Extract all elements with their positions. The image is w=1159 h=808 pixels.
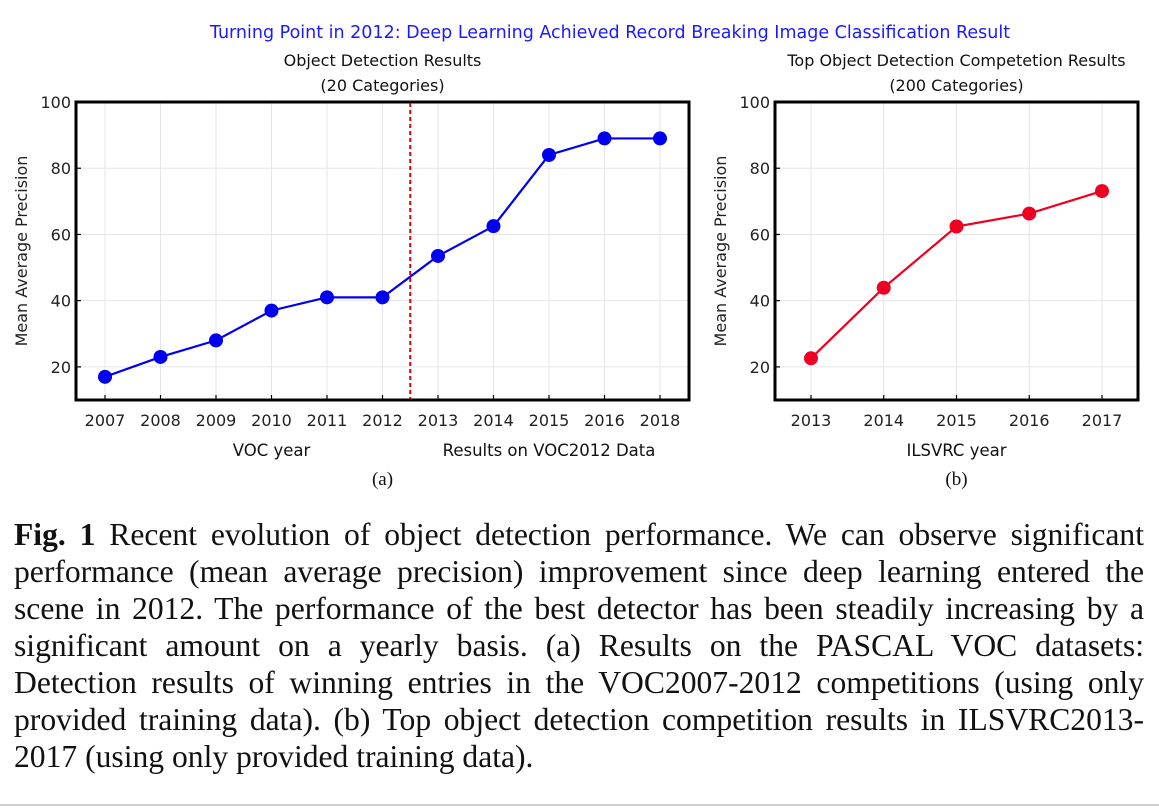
y-tick-label: 100 (40, 93, 71, 112)
caption-text: Recent evolution of object detection per… (14, 517, 1144, 774)
y-axis-label: Mean Average Precision (711, 156, 730, 347)
data-point (153, 349, 168, 364)
x-tick-label: 2016 (1009, 411, 1050, 430)
data-point (597, 131, 612, 146)
x-tick-label: 2009 (196, 411, 237, 430)
x-tick-label: 2015 (529, 411, 570, 430)
x-tick-label: 2013 (791, 411, 832, 430)
y-axis-label: Mean Average Precision (12, 156, 31, 347)
data-point (98, 369, 112, 384)
y-tick-label: 60 (51, 225, 71, 244)
y-tick-label: 80 (51, 159, 71, 178)
data-point (431, 248, 445, 263)
chart-subtitle: (200 Categories) (889, 76, 1023, 95)
y-tick-label: 100 (739, 93, 770, 112)
data-point (876, 280, 891, 295)
chart-b: Top Object Detection Competetion Results… (711, 51, 1140, 490)
chart-title: Object Detection Results (284, 51, 482, 70)
y-tick-label: 40 (51, 292, 71, 311)
x-tick-label: 2017 (1082, 411, 1123, 430)
data-point (804, 351, 818, 366)
x-tick-label: 2014 (473, 411, 514, 430)
data-point (375, 290, 390, 305)
data-point (949, 219, 964, 234)
bottom-divider (0, 804, 1159, 806)
panel-label: (a) (372, 469, 393, 490)
data-point (542, 147, 556, 162)
data-point (264, 303, 279, 318)
x-tick-label: 2008 (140, 411, 181, 430)
x-tick-label: 2011 (307, 411, 348, 430)
x-tick-label: 2007 (85, 411, 126, 430)
panel-label: (b) (945, 469, 967, 490)
y-tick-label: 20 (51, 358, 71, 377)
x-tick-label: 2016 (584, 411, 625, 430)
x-axis-label: VOC year (233, 441, 311, 460)
chart-a: Object Detection Results (20 Categories) 2… (12, 51, 691, 490)
x-tick-label: 2012 (362, 411, 403, 430)
chart-subtitle: (20 Categories) (320, 76, 444, 95)
data-point (1095, 184, 1109, 199)
x-tick-label: 2013 (418, 411, 459, 430)
data-point (486, 219, 501, 234)
y-tick-label: 80 (750, 159, 770, 178)
data-point (320, 290, 334, 305)
x-axis-label-right: Results on VOC2012 Data (443, 441, 656, 460)
caption-label: Fig. 1 (14, 517, 96, 552)
x-tick-label: 2010 (251, 411, 292, 430)
y-tick-label: 20 (750, 358, 770, 377)
chart-title: Top Object Detection Competetion Results (786, 51, 1125, 70)
x-tick-label: 2015 (936, 411, 977, 430)
x-tick-label: 2014 (863, 411, 904, 430)
data-point (653, 131, 667, 146)
data-point (209, 333, 223, 348)
x-axis-label: ILSVRC year (906, 441, 1006, 460)
figure-caption: Fig. 1 Recent evolution of object detect… (14, 516, 1144, 775)
figure-supertitle: Turning Point in 2012: Deep Learning Ach… (209, 23, 1010, 43)
data-point (1022, 206, 1037, 221)
y-tick-label: 60 (750, 225, 770, 244)
y-tick-label: 40 (750, 292, 770, 311)
x-tick-label: 2018 (640, 411, 681, 430)
